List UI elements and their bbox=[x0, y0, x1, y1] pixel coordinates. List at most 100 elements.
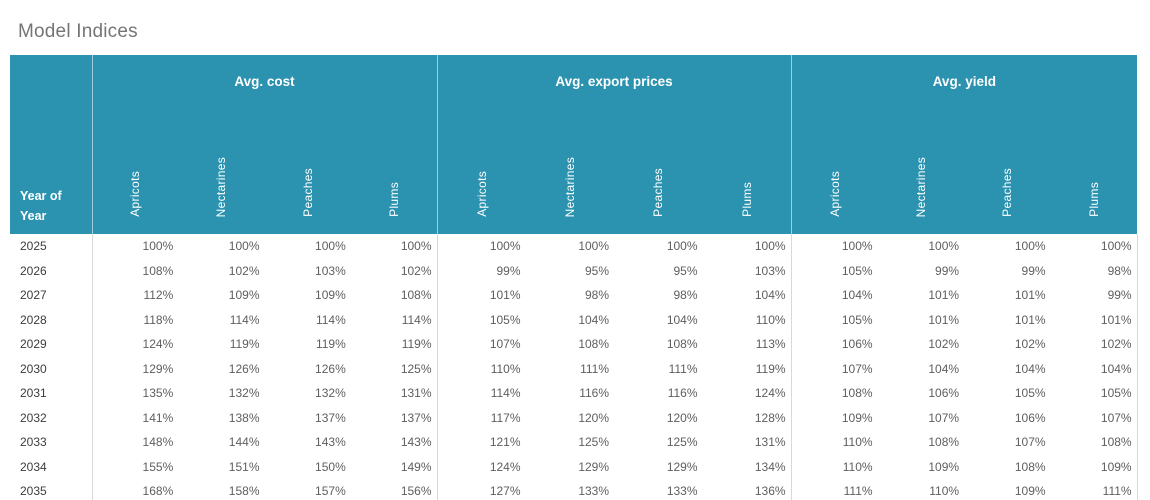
table-cell: 129% bbox=[578, 459, 610, 474]
table-cell: 105% bbox=[1014, 386, 1046, 401]
column-header-label: Apricots bbox=[128, 171, 143, 217]
table-cell: 102% bbox=[400, 263, 432, 278]
table-cell: 134% bbox=[754, 459, 786, 474]
group-header-avg-export-prices: Avg. export prices bbox=[436, 55, 792, 103]
table-cell: 108% bbox=[1014, 459, 1046, 474]
table-row-2028: 2028 118% 114% 114% 114% 105% 104% 104% 110% 105%… bbox=[10, 307, 1138, 332]
table-cell: 151% bbox=[228, 459, 260, 474]
table-cell: 114% bbox=[436, 381, 526, 406]
table-cell: 100% bbox=[1014, 239, 1046, 254]
table-cell: 126% bbox=[315, 361, 346, 376]
table-cell: 113% bbox=[755, 337, 786, 352]
table-cell: 110% bbox=[790, 430, 878, 455]
table-cell: 124% bbox=[91, 332, 179, 357]
table-cell: 124% bbox=[436, 454, 526, 479]
table-cell: 133% bbox=[578, 484, 610, 499]
column-header-avg-export-prices-apricots: Apricots bbox=[436, 103, 526, 234]
table-cell: 110% bbox=[755, 312, 786, 327]
table-cell: 107% bbox=[436, 332, 526, 357]
table-cell: 104% bbox=[1014, 361, 1046, 376]
column-header-avg-cost-plums: Plums bbox=[350, 103, 438, 234]
row-header-year-of-year: Year of Year bbox=[10, 55, 92, 234]
column-header-label: Nectarines bbox=[562, 156, 577, 217]
table-cell: 129% bbox=[91, 356, 179, 381]
table-cell: 125% bbox=[666, 435, 698, 450]
table-cell: 144% bbox=[228, 435, 260, 450]
table-cell: 104% bbox=[666, 312, 698, 327]
row-year: 2029 bbox=[20, 337, 47, 352]
row-year: 2026 bbox=[20, 263, 47, 278]
table-cell: 101% bbox=[436, 283, 526, 308]
table-cell: 106% bbox=[790, 332, 878, 357]
table-cell: 137% bbox=[315, 410, 346, 425]
row-year: 2035 bbox=[20, 484, 47, 499]
row-year: 2031 bbox=[20, 386, 47, 401]
table-row-2032: 2032 141% 138% 137% 137% 117% 120% 120% 128% 109%… bbox=[10, 405, 1138, 430]
row-year: 2025 bbox=[20, 239, 47, 254]
table-cell: 107% bbox=[1014, 435, 1046, 450]
table-cell: 157% bbox=[315, 484, 346, 499]
table-cell: 120% bbox=[666, 410, 698, 425]
table-cell: 108% bbox=[790, 381, 878, 406]
table-cell: 110% bbox=[929, 484, 960, 499]
table-cell: 100% bbox=[790, 234, 878, 259]
column-header-avg-export-prices-plums: Plums bbox=[702, 103, 792, 234]
table-cell: 105% bbox=[790, 307, 878, 332]
table-row-2031: 2031 135% 132% 132% 131% 114% 116% 116% 124% 108%… bbox=[10, 381, 1138, 406]
table-row-2025: 2025 100% 100% 100% 100% 100% 100% 100% 100% 100%… bbox=[10, 234, 1138, 259]
table-cell: 103% bbox=[754, 263, 786, 278]
table-cell: 100% bbox=[228, 239, 260, 254]
table-cell: 125% bbox=[578, 435, 610, 450]
table-container: Year of Year Avg. cost Avg. export prices A… bbox=[10, 55, 1138, 500]
table-cell: 104% bbox=[1050, 356, 1138, 381]
table-cell: 109% bbox=[1014, 484, 1046, 499]
table-cell: 109% bbox=[315, 288, 346, 303]
table-cell: 132% bbox=[315, 386, 346, 401]
table-cell: 99% bbox=[1021, 263, 1046, 278]
table-cell: 132% bbox=[228, 386, 260, 401]
table-cell: 100% bbox=[315, 239, 346, 254]
table-cell: 120% bbox=[578, 410, 610, 425]
table-cell: 148% bbox=[91, 430, 179, 455]
table-row-2034: 2034 155% 151% 150% 149% 124% 129% 129% 134% 110%… bbox=[10, 454, 1138, 479]
column-header-label: Peaches bbox=[651, 168, 666, 217]
table-cell: 112% bbox=[91, 283, 179, 308]
table-cell: 105% bbox=[790, 258, 878, 283]
table-cell: 126% bbox=[228, 361, 260, 376]
table-cell: 110% bbox=[790, 454, 878, 479]
table-cell: 110% bbox=[436, 356, 526, 381]
table-cell: 111% bbox=[580, 361, 610, 376]
column-header-avg-cost-apricots: Apricots bbox=[91, 103, 179, 234]
table-cell: 99% bbox=[935, 263, 960, 278]
table-row-2026: 2026 108% 102% 103% 102% 99% 95% 95% 103% 105% 99%… bbox=[10, 258, 1138, 283]
table-cell: 101% bbox=[1014, 312, 1046, 327]
column-header-label: Nectarines bbox=[913, 156, 928, 217]
table-cell: 106% bbox=[1014, 410, 1046, 425]
table-cell: 114% bbox=[401, 312, 432, 327]
table-cell: 109% bbox=[1050, 454, 1138, 479]
table-cell: 109% bbox=[790, 405, 878, 430]
table-cell: 108% bbox=[1050, 430, 1138, 455]
table-cell: 100% bbox=[1050, 234, 1138, 259]
row-year: 2030 bbox=[20, 361, 47, 376]
column-header-label: Apricots bbox=[827, 171, 842, 217]
column-header-label: Peaches bbox=[1000, 168, 1015, 217]
table-cell: 104% bbox=[928, 361, 960, 376]
column-header-label: Plums bbox=[1086, 182, 1101, 217]
table-cell: 117% bbox=[436, 405, 526, 430]
table-cell: 108% bbox=[400, 288, 432, 303]
column-header-avg-export-prices-nectarines: Nectarines bbox=[525, 103, 615, 234]
table-cell: 100% bbox=[436, 234, 526, 259]
table-cell: 104% bbox=[790, 283, 878, 308]
column-header-avg-yield-peaches: Peaches bbox=[964, 103, 1051, 234]
table-cell: 143% bbox=[315, 435, 346, 450]
table-cell: 114% bbox=[315, 312, 346, 327]
table-cell: 119% bbox=[401, 337, 432, 352]
column-header-avg-cost-nectarines: Nectarines bbox=[178, 103, 265, 234]
column-header-avg-yield-nectarines: Nectarines bbox=[877, 103, 965, 234]
table-cell: 138% bbox=[228, 410, 260, 425]
table-cell: 158% bbox=[228, 484, 260, 499]
table-cell: 119% bbox=[755, 361, 786, 376]
table-cell: 103% bbox=[315, 263, 346, 278]
table-cell: 156% bbox=[400, 484, 432, 499]
